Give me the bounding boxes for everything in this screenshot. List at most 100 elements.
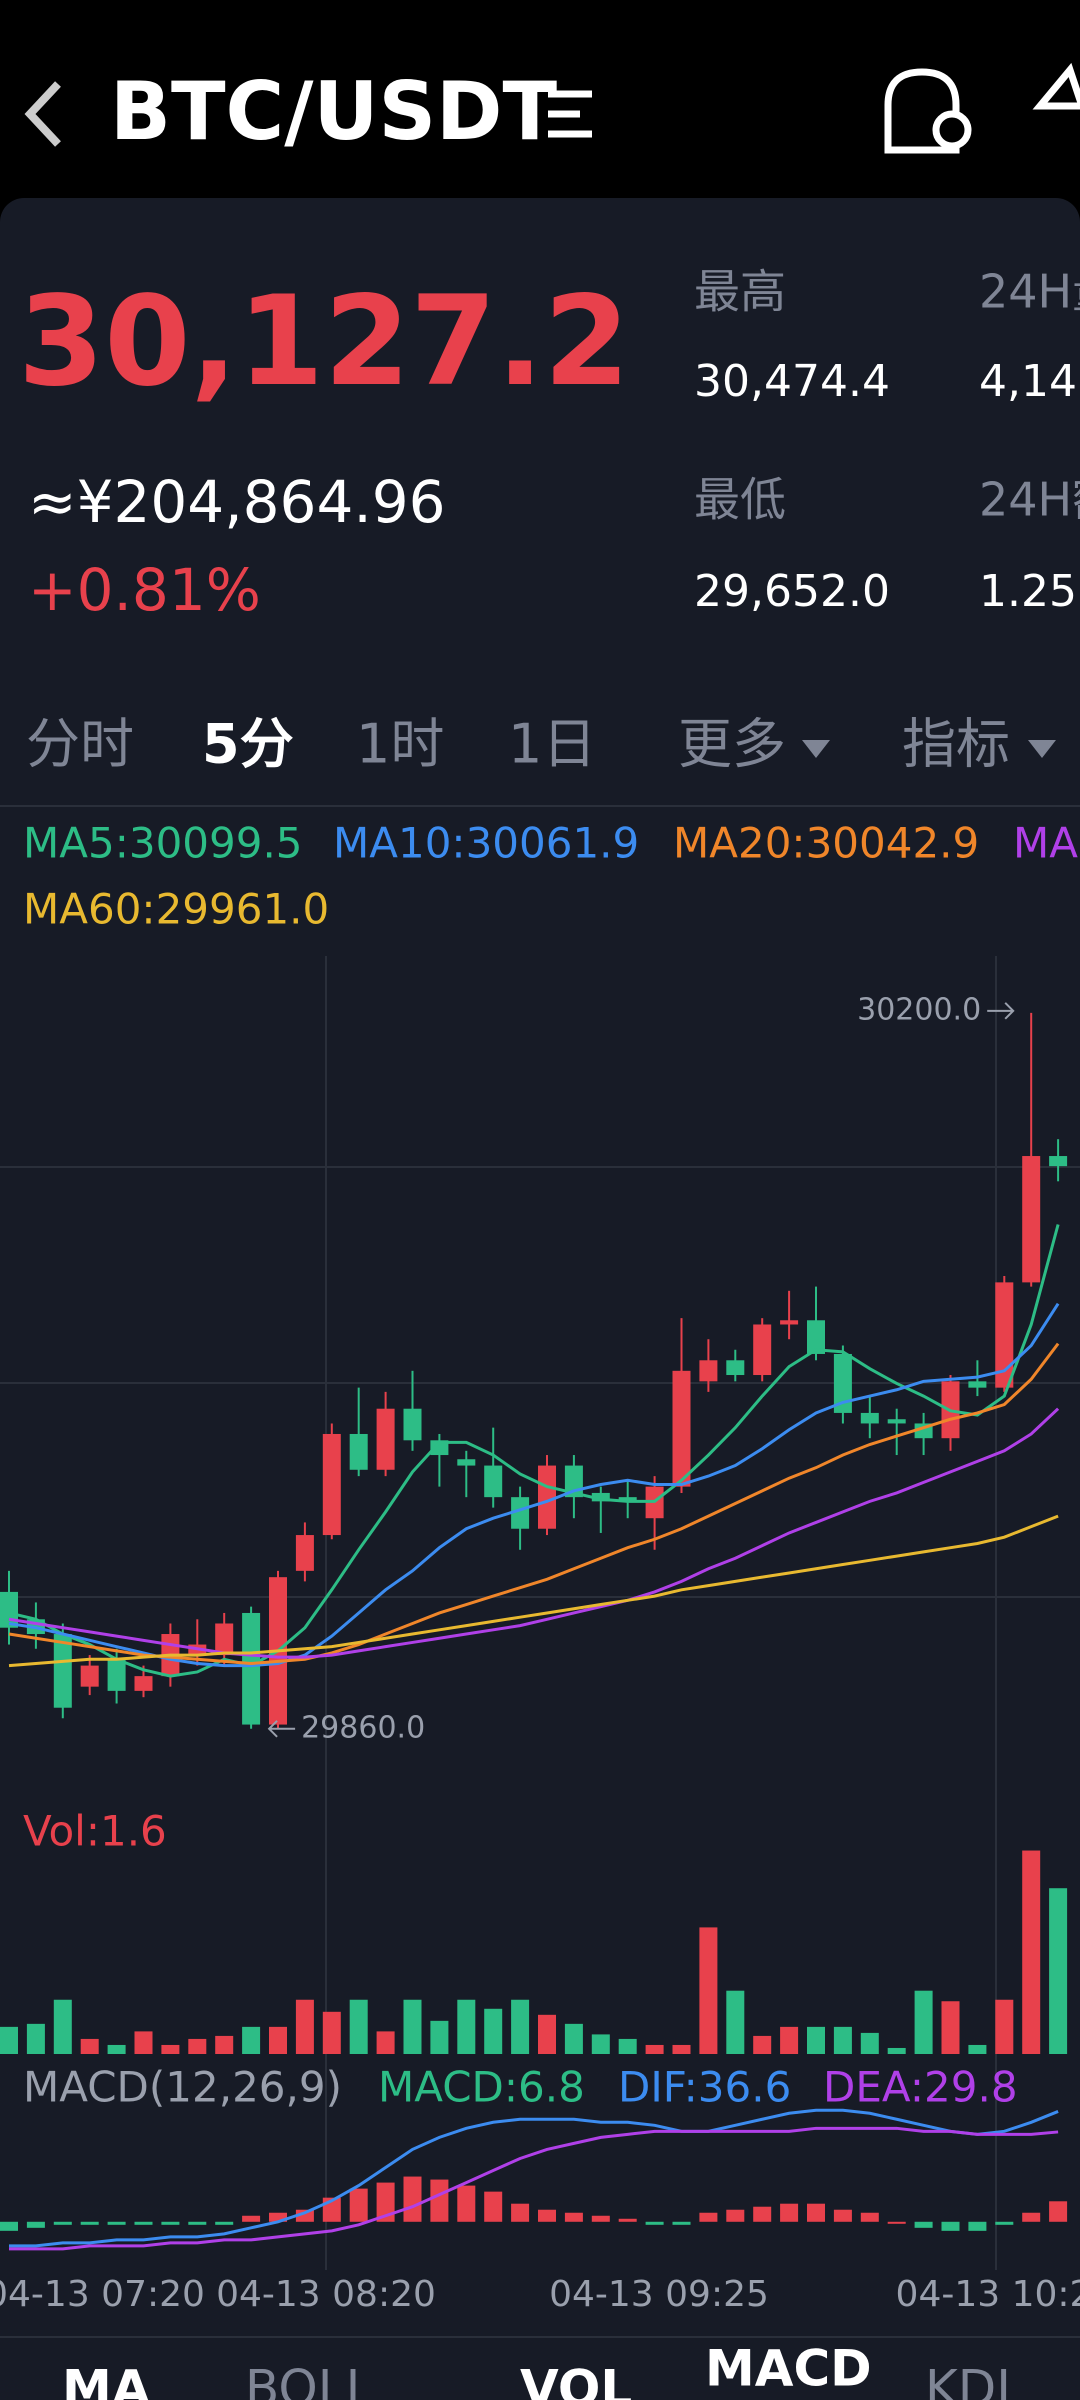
volume-bar [107, 2044, 126, 2054]
ma-line [8, 1302, 1060, 1668]
macd-bar [780, 2203, 799, 2222]
indicator-tab[interactable]: MA [62, 2360, 151, 2400]
macd-bar [591, 2215, 610, 2222]
candle-body [807, 1320, 825, 1354]
macd-bar [134, 2221, 153, 2225]
volume-bar [941, 2001, 960, 2054]
volume-bar [430, 2020, 449, 2054]
macd-bar [941, 2221, 960, 2231]
candle-body [242, 1612, 261, 1725]
volume-bar [322, 2011, 341, 2054]
candle-body [295, 1535, 314, 1571]
ma-line [8, 1514, 1059, 1668]
macd-bar [26, 2221, 45, 2228]
high-marker: 30200.0 [857, 992, 981, 1027]
macd-bar [914, 2221, 933, 2228]
tab-active[interactable]: 5分 [202, 713, 294, 776]
candle-body [349, 1433, 368, 1470]
favorite-icon[interactable] [1032, 62, 1080, 110]
macd-bar [564, 2212, 583, 2222]
candle-body [538, 1465, 556, 1529]
volume-bar [833, 2026, 852, 2054]
ma-line [8, 1407, 1060, 1659]
macd-bar [484, 2191, 503, 2222]
stat-value: 30,474.4 [694, 356, 890, 407]
back-button[interactable] [24, 81, 61, 147]
macd-bar [269, 2212, 287, 2222]
candle-body [699, 1360, 718, 1382]
candle-body [484, 1465, 503, 1498]
volume-bar [591, 2034, 610, 2054]
candle-body [215, 1623, 234, 1656]
candle-body [430, 1440, 449, 1456]
volume-bar [349, 1999, 368, 2054]
volume-bar [538, 2014, 556, 2054]
menu-icon[interactable] [548, 90, 592, 138]
candle-body [107, 1659, 126, 1691]
candle-body [511, 1497, 530, 1529]
stat-label: 最高 [694, 265, 786, 319]
volume-bar [672, 2044, 691, 2054]
volume-bar [134, 2031, 153, 2054]
volume-bar [807, 2026, 825, 2054]
indicator-tab[interactable]: KDJ [925, 2360, 1011, 2400]
volume-bar [80, 2038, 99, 2054]
volume-bar [403, 1999, 422, 2054]
macd-bar [107, 2221, 126, 2225]
volume-bar [887, 2047, 906, 2054]
volume-bar [1049, 1888, 1068, 2054]
macd-bar [968, 2221, 987, 2231]
volume-bar [564, 2023, 583, 2054]
tab[interactable]: 1时 [356, 713, 444, 776]
time-label: 04-13 08:20 [216, 2274, 436, 2315]
indicator-tab[interactable]: BOLL [245, 2360, 374, 2400]
candle-body [672, 1370, 691, 1487]
ma-line [8, 1224, 1060, 1678]
tab[interactable]: 分时 [26, 713, 134, 776]
stat-value: 4,148 [979, 356, 1080, 407]
stat-label: 最低 [694, 473, 786, 527]
volume-bar [618, 2038, 637, 2054]
macd-bar [161, 2221, 180, 2225]
time-label: 04-13 10:2 [896, 2274, 1080, 2315]
volume-bar [995, 1999, 1014, 2054]
candle-body [1049, 1156, 1068, 1167]
volume-bar [26, 2023, 45, 2054]
macd-label: MACD(12,26,9) [23, 2063, 342, 2112]
volume-bar [914, 1990, 933, 2054]
macd-bar [53, 2221, 72, 2225]
volume-bar [457, 1999, 476, 2054]
tab[interactable]: 1日 [508, 713, 596, 776]
candle-body [403, 1408, 422, 1441]
change: +0.81% [28, 556, 261, 624]
candle-body [80, 1665, 99, 1687]
arrow-layout [987, 1002, 1015, 1020]
tab[interactable]: 更多 [678, 713, 786, 776]
candle-body [968, 1381, 987, 1388]
tab[interactable]: 指标 [902, 713, 1010, 776]
candle-body [591, 1492, 610, 1502]
candle-body [995, 1282, 1014, 1388]
volume-bar [726, 1990, 745, 2054]
macd-bar [672, 2221, 691, 2225]
macd-bar [887, 2221, 906, 2224]
dropdown-icon [802, 740, 830, 758]
alert-icon[interactable] [884, 68, 972, 154]
volume-bar [188, 2038, 207, 2054]
volume-bar [860, 2032, 879, 2054]
macd-bar [618, 2218, 637, 2222]
candle-body [376, 1408, 395, 1470]
indicator-tab[interactable]: VOL [520, 2360, 632, 2400]
volume-bar [295, 1999, 314, 2054]
low-marker: 29860.0 [301, 1710, 425, 1745]
candle-body [780, 1320, 799, 1325]
macd-bar [511, 2203, 530, 2222]
candle-body [753, 1324, 772, 1376]
volume-bar [242, 2026, 261, 2054]
volume-bar [699, 1927, 718, 2054]
candle-body [322, 1433, 341, 1536]
ma-legend: MA60:29961.0 [23, 885, 329, 934]
indicator-tab[interactable]: MACD [705, 2340, 872, 2398]
stat-value: 1.25 [979, 566, 1077, 617]
